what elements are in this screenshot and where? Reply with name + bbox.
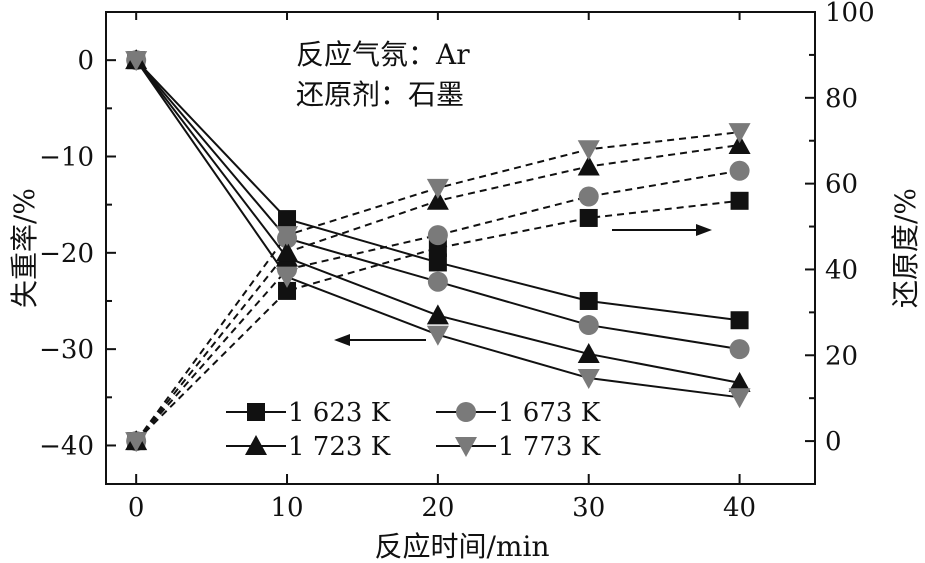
- data-point-weight-loss: [426, 304, 449, 325]
- data-point-reduction-degree: [577, 155, 600, 176]
- y-right-tick-label: 80: [825, 84, 858, 114]
- series-line-reduction-degree: [135, 169, 740, 442]
- legend-marker: [247, 403, 265, 421]
- legend-marker: [456, 402, 476, 422]
- data-point-reduction-degree: [276, 241, 299, 262]
- data-point-weight-loss: [125, 51, 148, 72]
- data-point-weight-loss: [728, 371, 751, 392]
- x-tick-label: 20: [421, 493, 454, 523]
- data-point-reduction-degree: [729, 160, 750, 181]
- legend: 1 623 K 1 673 K 1 723 K 1 773 K: [226, 398, 601, 462]
- data-point-weight-loss: [577, 342, 600, 363]
- data-point-reduction-degree: [578, 186, 599, 207]
- y-right-axis-title: 还原度/%: [889, 188, 922, 308]
- data-point-reduction-degree: [728, 123, 751, 144]
- data-point-weight-loss: [276, 267, 299, 288]
- y-left-tick-label: −30: [39, 335, 94, 365]
- annotation-atmosphere: 反应气氛：Ar: [296, 38, 470, 71]
- series-markers: [125, 49, 751, 453]
- y-right-tick-label: 0: [825, 427, 842, 457]
- legend-marker: [245, 435, 267, 455]
- ticks: 0 10 20 30 40 0 −10 −20 −30 −40 0 20 40 60 80 100: [39, 0, 875, 523]
- y-left-tick-label: 0: [77, 46, 94, 76]
- x-tick-label: 0: [128, 493, 145, 523]
- data-point-reduction-degree: [278, 281, 297, 300]
- data-point-weight-loss: [578, 315, 599, 336]
- y-right-tick-label: 40: [825, 255, 858, 285]
- x-tick-label: 40: [723, 493, 756, 523]
- y-right-tick-label: 100: [825, 0, 875, 28]
- data-point-reduction-degree: [426, 189, 449, 210]
- data-point-weight-loss: [729, 339, 750, 360]
- data-point-weight-loss: [278, 210, 297, 229]
- arrow-right-icon: [612, 224, 712, 236]
- legend-label: 1 773 K: [498, 432, 601, 462]
- x-tick-label: 30: [572, 493, 605, 523]
- legend-marker: [455, 437, 477, 457]
- y-right-tick-label: 60: [825, 170, 858, 200]
- data-point-weight-loss: [427, 271, 448, 292]
- data-point-reduction-degree: [728, 134, 751, 155]
- data-point-reduction-degree: [730, 191, 749, 210]
- y-left-tick-label: −20: [39, 239, 94, 269]
- data-point-weight-loss: [426, 325, 449, 346]
- x-tick-label: 10: [270, 493, 303, 523]
- data-point-reduction-degree: [579, 208, 598, 227]
- data-point-weight-loss: [577, 369, 600, 390]
- data-point-reduction-degree: [426, 178, 449, 199]
- data-point-weight-loss: [728, 388, 751, 409]
- arrow-left-icon: [334, 334, 426, 346]
- y-left-tick-label: −10: [39, 142, 94, 172]
- data-point-weight-loss: [730, 311, 749, 330]
- data-point-reduction-degree: [276, 226, 299, 247]
- y-left-tick-label: −40: [39, 431, 94, 461]
- legend-label: 1 673 K: [498, 398, 601, 428]
- legend-label: 1 623 K: [288, 398, 391, 428]
- x-axis-title: 反应时间/min: [375, 530, 550, 563]
- plot-frame: [105, 11, 816, 485]
- data-point-weight-loss: [579, 291, 598, 310]
- data-point-reduction-degree: [125, 432, 148, 453]
- annotation-reducer: 还原剂：石墨: [296, 78, 464, 111]
- legend-label: 1 723 K: [288, 432, 391, 462]
- data-point-weight-loss: [428, 253, 447, 272]
- y-right-tick-label: 20: [825, 341, 858, 371]
- data-point-reduction-degree: [577, 140, 600, 161]
- data-point-reduction-degree: [427, 225, 448, 246]
- y-left-axis-title: 失重率/%: [8, 188, 41, 308]
